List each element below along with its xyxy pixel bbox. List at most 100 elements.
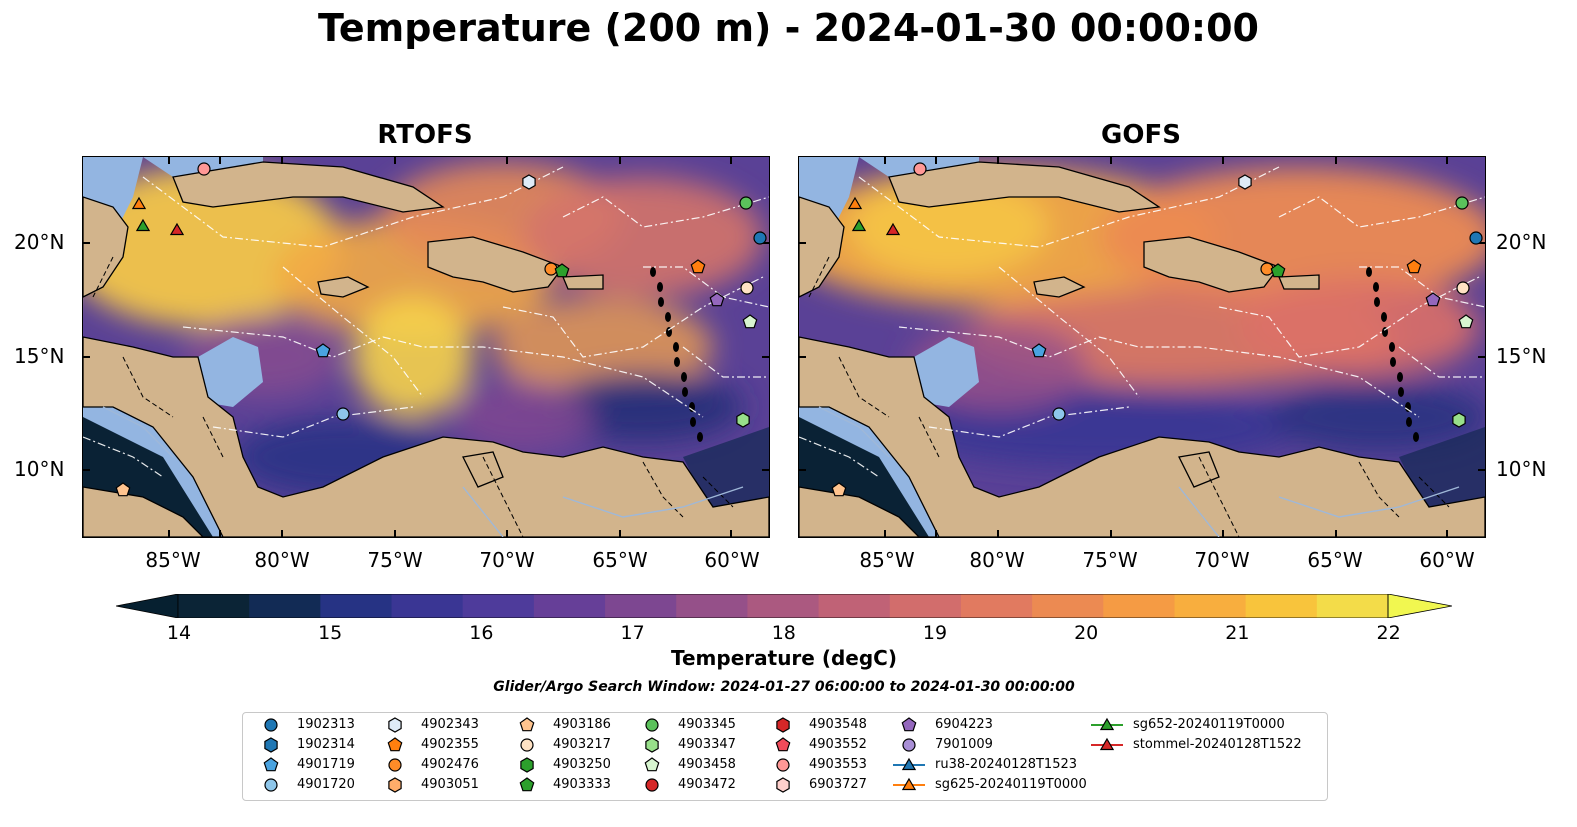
legend-label: 4901720 bbox=[297, 777, 355, 792]
lon-label-70w: 70°W bbox=[1194, 548, 1250, 572]
colorbar-under-arrow bbox=[116, 594, 179, 618]
colorbar-label: Temperature (degC) bbox=[671, 646, 897, 670]
marker-4903333 bbox=[554, 263, 570, 278]
colorbar-bin bbox=[1103, 594, 1175, 618]
marker-4901719 bbox=[1031, 343, 1047, 358]
argo-float-icon bbox=[901, 717, 917, 732]
lat-label-10n-left: 10°N bbox=[14, 457, 65, 481]
argo-float-icon bbox=[387, 737, 403, 752]
marker-4903458 bbox=[742, 314, 758, 329]
lon-label-85w: 85°W bbox=[859, 548, 915, 572]
legend-label: sg625-20240119T0000 bbox=[935, 777, 1087, 792]
lon-label-75w: 75°W bbox=[367, 548, 423, 572]
marker-4903458 bbox=[1458, 314, 1474, 329]
colorbar bbox=[116, 594, 1452, 618]
argo-float-icon bbox=[776, 777, 790, 793]
marker-4903347 bbox=[736, 412, 750, 428]
marker-4902355 bbox=[690, 259, 706, 274]
argo-float-icon bbox=[519, 777, 535, 792]
marker-4903186 bbox=[831, 482, 847, 497]
colorbar-bin bbox=[889, 594, 962, 618]
marker-1902313 bbox=[1469, 231, 1483, 245]
colorbar-tick-label: 21 bbox=[1225, 622, 1250, 644]
legend-label: 4903051 bbox=[421, 777, 479, 792]
legend-label: 4903333 bbox=[553, 777, 611, 792]
lon-label-85w: 85°W bbox=[145, 548, 201, 572]
colorbar-tick-label: 22 bbox=[1376, 622, 1401, 644]
argo-float-icon bbox=[902, 738, 916, 752]
legend-label: 4903347 bbox=[678, 737, 736, 752]
colorbar-bin bbox=[178, 594, 250, 618]
legend-label: 4903553 bbox=[809, 757, 867, 772]
marker-4903345 bbox=[739, 196, 753, 210]
marker-sg625 bbox=[131, 196, 147, 210]
argo-float-icon bbox=[645, 737, 659, 753]
legend-label: 4902476 bbox=[421, 757, 479, 772]
panel-title-gofs: GOFS bbox=[1101, 120, 1181, 150]
legend-label: 4903472 bbox=[678, 777, 736, 792]
figure-title: Temperature (200 m) - 2024-01-30 00:00:0… bbox=[317, 6, 1259, 50]
colorbar-over-arrow bbox=[1387, 594, 1452, 618]
rtofs-map bbox=[82, 156, 770, 538]
colorbar-bin bbox=[462, 594, 535, 618]
legend-label: 4901719 bbox=[297, 757, 355, 772]
legend-label: 1902314 bbox=[297, 737, 355, 752]
colorbar-tick-label: 17 bbox=[620, 622, 645, 644]
legend-label: 4903250 bbox=[553, 757, 611, 772]
marker-stommel bbox=[169, 222, 185, 236]
glider-track-icon bbox=[1091, 737, 1123, 751]
marker-stommel bbox=[885, 222, 901, 236]
legend-label: 4902343 bbox=[421, 717, 479, 732]
argo-float-icon bbox=[388, 717, 402, 733]
colorbar-tick-label: 14 bbox=[166, 622, 192, 644]
legend-label: 6903727 bbox=[809, 777, 867, 792]
colorbar-bin bbox=[1174, 594, 1247, 618]
marker-4903553 bbox=[913, 162, 927, 176]
argo-float-icon bbox=[645, 718, 659, 732]
colorbar-tick-label: 18 bbox=[771, 622, 796, 644]
marker-4901719 bbox=[315, 343, 331, 358]
colorbar-bin bbox=[320, 594, 393, 618]
argo-float-icon bbox=[520, 757, 534, 773]
colorbar-bin bbox=[533, 594, 606, 618]
argo-float-icon bbox=[264, 737, 278, 753]
lon-label-65w: 65°W bbox=[1307, 548, 1363, 572]
gofs-map-canvas bbox=[799, 157, 1485, 537]
lat-label-20n-left: 20°N bbox=[14, 230, 65, 254]
colorbar-bin bbox=[391, 594, 464, 618]
colorbar-tick-label: 19 bbox=[922, 622, 948, 644]
marker-4901720 bbox=[1052, 407, 1066, 421]
colorbar-tick-label: 15 bbox=[318, 622, 343, 644]
lat-label-10n-right: 10°N bbox=[1496, 457, 1547, 481]
legend: 1902313 1902314 4901719 4901720 4902343 49023… bbox=[242, 712, 1328, 801]
colorbar-bin bbox=[1316, 594, 1389, 618]
marker-4903217 bbox=[1456, 281, 1470, 295]
argo-float-icon bbox=[519, 717, 535, 732]
argo-float-icon bbox=[264, 778, 278, 792]
lon-label-75w: 75°W bbox=[1082, 548, 1138, 572]
rtofs-map-canvas bbox=[83, 157, 769, 537]
colorbar-bin bbox=[249, 594, 321, 618]
marker-4902355 bbox=[1406, 259, 1422, 274]
marker-4901720 bbox=[336, 407, 350, 421]
marker-6904223 bbox=[709, 292, 725, 307]
lat-label-15n-right: 15°N bbox=[1496, 344, 1547, 368]
gofs-map bbox=[798, 156, 1486, 538]
colorbar-bin bbox=[818, 594, 891, 618]
marker-6904223 bbox=[1425, 292, 1441, 307]
lon-label-60w: 60°W bbox=[1419, 548, 1475, 572]
legend-label: 7901009 bbox=[935, 737, 993, 752]
argo-float-icon bbox=[775, 737, 791, 752]
marker-4903333 bbox=[1270, 263, 1286, 278]
colorbar-tick-label: 20 bbox=[1074, 622, 1099, 644]
lat-label-15n-left: 15°N bbox=[14, 344, 65, 368]
lon-label-80w: 80°W bbox=[969, 548, 1025, 572]
legend-label: 4903217 bbox=[553, 737, 611, 752]
legend-label: 4903552 bbox=[809, 737, 867, 752]
marker-4903186 bbox=[115, 482, 131, 497]
glider-track-icon bbox=[1091, 717, 1123, 731]
legend-label: 4903186 bbox=[553, 717, 611, 732]
glider-track-icon bbox=[893, 757, 925, 771]
legend-label: 6904223 bbox=[935, 717, 993, 732]
marker-4902343 bbox=[1238, 174, 1252, 190]
